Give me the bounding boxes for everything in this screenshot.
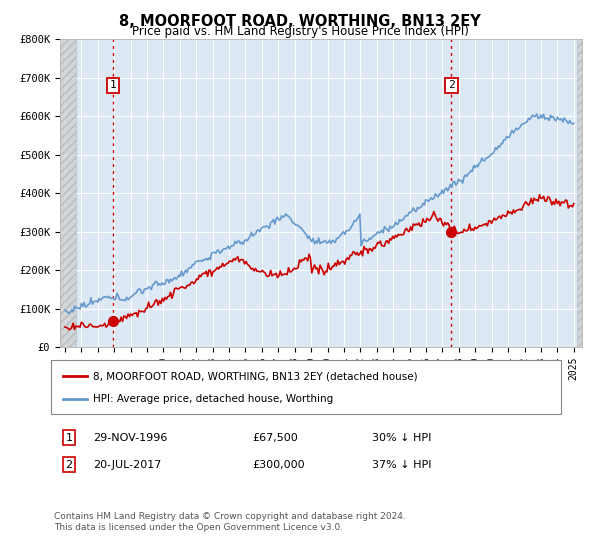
Text: 37% ↓ HPI: 37% ↓ HPI — [372, 460, 431, 470]
Text: 2: 2 — [448, 81, 455, 90]
Text: 29-NOV-1996: 29-NOV-1996 — [93, 433, 167, 443]
Text: 20-JUL-2017: 20-JUL-2017 — [93, 460, 161, 470]
Text: £67,500: £67,500 — [252, 433, 298, 443]
Text: 1: 1 — [65, 433, 73, 443]
Text: Contains HM Land Registry data © Crown copyright and database right 2024.
This d: Contains HM Land Registry data © Crown c… — [54, 512, 406, 532]
Text: 1: 1 — [109, 81, 116, 90]
Text: 8, MOORFOOT ROAD, WORTHING, BN13 2EY (detached house): 8, MOORFOOT ROAD, WORTHING, BN13 2EY (de… — [93, 371, 418, 381]
Text: 30% ↓ HPI: 30% ↓ HPI — [372, 433, 431, 443]
Text: £300,000: £300,000 — [252, 460, 305, 470]
Bar — [57, 39, 76, 347]
Text: 2: 2 — [65, 460, 73, 470]
Text: Price paid vs. HM Land Registry's House Price Index (HPI): Price paid vs. HM Land Registry's House … — [131, 25, 469, 38]
Text: 8, MOORFOOT ROAD, WORTHING, BN13 2EY: 8, MOORFOOT ROAD, WORTHING, BN13 2EY — [119, 14, 481, 29]
Text: HPI: Average price, detached house, Worthing: HPI: Average price, detached house, Wort… — [93, 394, 333, 404]
Bar — [577, 39, 590, 347]
